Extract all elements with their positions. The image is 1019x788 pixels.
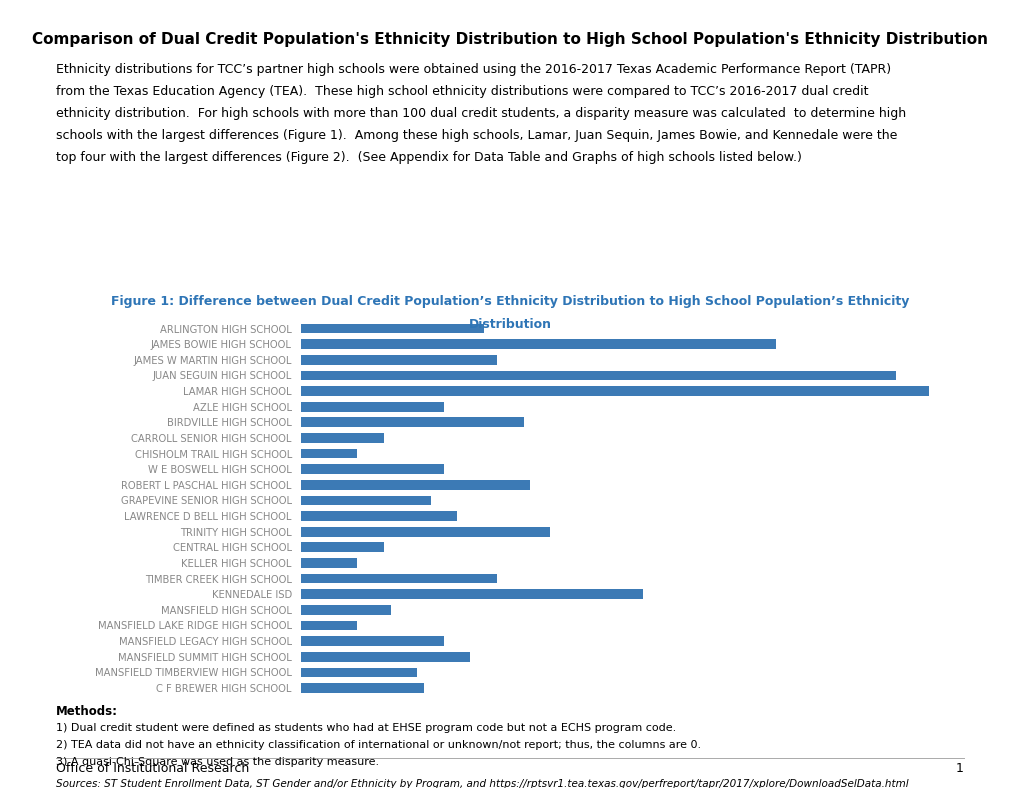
Text: Figure 1: Difference between Dual Credit Population’s Ethnicity Distribution to : Figure 1: Difference between Dual Credit… bbox=[111, 296, 908, 308]
Text: Office of Institutional Research: Office of Institutional Research bbox=[56, 762, 249, 775]
Bar bbox=[301, 621, 357, 630]
Bar bbox=[301, 433, 383, 443]
Bar bbox=[301, 589, 643, 599]
Text: Ethnicity distributions for TCC’s partner high schools were obtained using the 2: Ethnicity distributions for TCC’s partne… bbox=[56, 63, 891, 76]
Bar bbox=[301, 480, 530, 489]
Text: Distribution: Distribution bbox=[468, 318, 551, 330]
Text: schools with the largest differences (Figure 1).  Among these high schools, Lama: schools with the largest differences (Fi… bbox=[56, 129, 897, 142]
Bar bbox=[301, 574, 496, 583]
Text: Comparison of Dual Credit Population's Ethnicity Distribution to High School Pop: Comparison of Dual Credit Population's E… bbox=[32, 32, 987, 46]
Bar bbox=[301, 370, 896, 381]
Bar bbox=[301, 558, 357, 568]
Bar bbox=[301, 605, 390, 615]
Bar bbox=[301, 527, 549, 537]
Text: 1: 1 bbox=[955, 762, 963, 775]
Text: Sources: ST Student Enrollment Data, ST Gender and/or Ethnicity by Program, and : Sources: ST Student Enrollment Data, ST … bbox=[56, 779, 908, 788]
Bar bbox=[301, 636, 443, 646]
Bar bbox=[301, 355, 496, 365]
Text: 2) TEA data did not have an ethnicity classification of international or unknown: 2) TEA data did not have an ethnicity cl… bbox=[56, 740, 700, 750]
Bar bbox=[301, 542, 383, 552]
Bar bbox=[301, 464, 443, 474]
Bar bbox=[301, 418, 523, 427]
Text: ethnicity distribution.  For high schools with more than 100 dual credit student: ethnicity distribution. For high schools… bbox=[56, 107, 905, 120]
Bar bbox=[301, 386, 928, 396]
Text: Methods:: Methods: bbox=[56, 705, 118, 718]
Text: top four with the largest differences (Figure 2).  (See Appendix for Data Table : top four with the largest differences (F… bbox=[56, 151, 801, 164]
Bar bbox=[301, 324, 483, 333]
Bar bbox=[301, 667, 417, 677]
Text: 3) A quasi-Chi-Square was used as the disparity measure.: 3) A quasi-Chi-Square was used as the di… bbox=[56, 757, 379, 768]
Bar bbox=[301, 402, 443, 411]
Text: from the Texas Education Agency (TEA).  These high school ethnicity distribution: from the Texas Education Agency (TEA). T… bbox=[56, 85, 868, 98]
Bar bbox=[301, 683, 424, 693]
Bar bbox=[301, 496, 430, 505]
Bar bbox=[301, 511, 457, 521]
Bar bbox=[301, 652, 470, 662]
Bar bbox=[301, 340, 775, 349]
Text: 1) Dual credit student were defined as students who had at EHSE program code but: 1) Dual credit student were defined as s… bbox=[56, 723, 676, 733]
Bar bbox=[301, 448, 357, 459]
